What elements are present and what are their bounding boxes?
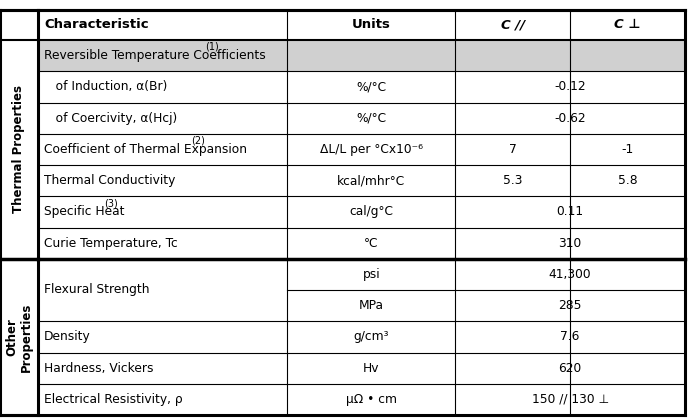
Text: cal/g°C: cal/g°C	[349, 205, 393, 218]
Text: 7: 7	[509, 143, 516, 156]
Text: 620: 620	[558, 362, 582, 375]
Bar	[38, 228, 685, 259]
Text: (3): (3)	[104, 198, 118, 208]
Text: ΔL/L per °Cx10⁻⁶: ΔL/L per °Cx10⁻⁶	[319, 143, 423, 156]
Text: %/°C: %/°C	[356, 80, 386, 93]
Text: 285: 285	[558, 299, 582, 312]
Bar	[38, 321, 685, 352]
Text: 7.6: 7.6	[560, 331, 580, 344]
Text: Coefficient of Thermal Expansion: Coefficient of Thermal Expansion	[44, 143, 247, 156]
Text: Flexural Strength: Flexural Strength	[44, 284, 150, 297]
Text: Thermal Conductivity: Thermal Conductivity	[44, 174, 175, 187]
Text: °C: °C	[364, 236, 378, 249]
Text: of Coercivity, α(Hcj): of Coercivity, α(Hcj)	[44, 112, 177, 125]
Bar	[38, 10, 685, 40]
Bar	[38, 134, 685, 165]
Text: C ⊥: C ⊥	[614, 18, 641, 32]
Bar	[38, 352, 685, 384]
Text: Thermal Properties: Thermal Properties	[12, 85, 26, 213]
Text: g/cm³: g/cm³	[353, 331, 389, 344]
Text: 310: 310	[558, 236, 582, 249]
Text: Hardness, Vickers: Hardness, Vickers	[44, 362, 153, 375]
Text: -0.12: -0.12	[554, 80, 586, 93]
Text: 150 // 130 ⊥: 150 // 130 ⊥	[531, 393, 609, 406]
Text: psi: psi	[362, 268, 380, 281]
Bar	[38, 259, 685, 290]
Text: Units: Units	[352, 18, 391, 32]
Text: Other
Properties: Other Properties	[5, 302, 33, 372]
Text: -0.62: -0.62	[554, 112, 586, 125]
Text: Electrical Resistivity, ρ: Electrical Resistivity, ρ	[44, 393, 183, 406]
Text: Reversible Temperature Coefficients: Reversible Temperature Coefficients	[44, 49, 273, 62]
Bar	[38, 196, 685, 228]
Text: (1): (1)	[205, 42, 219, 52]
Bar	[38, 290, 685, 321]
Text: Reversible Temperature Coefficients: Reversible Temperature Coefficients	[44, 49, 266, 62]
Text: Coefficient of Thermal Expansion: Coefficient of Thermal Expansion	[44, 143, 255, 156]
Text: 41,300: 41,300	[549, 268, 591, 281]
Bar	[38, 102, 685, 134]
Text: %/°C: %/°C	[356, 112, 386, 125]
Text: Specific Heat: Specific Heat	[44, 205, 124, 218]
Text: Hv: Hv	[363, 362, 380, 375]
Text: Density: Density	[44, 331, 91, 344]
Text: C //: C //	[500, 18, 524, 32]
Text: of Induction, α(Br): of Induction, α(Br)	[44, 80, 168, 93]
Text: 0.11: 0.11	[557, 205, 584, 218]
Text: -1: -1	[621, 143, 633, 156]
Text: Specific Heat: Specific Heat	[44, 205, 132, 218]
Text: MPa: MPa	[359, 299, 384, 312]
Bar	[38, 384, 685, 415]
Text: Curie Temperature, Tc: Curie Temperature, Tc	[44, 236, 178, 249]
Text: μΩ • cm: μΩ • cm	[346, 393, 397, 406]
Text: kcal/mhr°C: kcal/mhr°C	[337, 174, 405, 187]
Text: Characteristic: Characteristic	[44, 18, 148, 32]
Text: (2): (2)	[191, 136, 206, 146]
Text: 5.3: 5.3	[503, 174, 522, 187]
Bar	[38, 165, 685, 196]
Bar	[38, 40, 685, 71]
Bar	[38, 71, 685, 102]
Text: 5.8: 5.8	[618, 174, 638, 187]
